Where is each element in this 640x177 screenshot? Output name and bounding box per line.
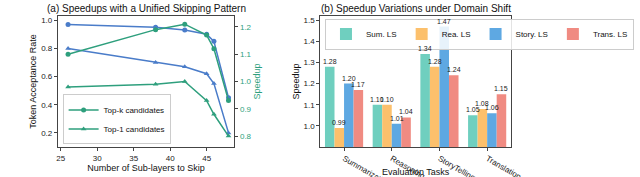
svg-text:0.4: 0.4: [41, 101, 53, 110]
svg-text:1.05: 1.05: [466, 106, 480, 113]
svg-text:1.5: 1.5: [303, 16, 315, 25]
svg-text:1.4: 1.4: [303, 37, 315, 46]
svg-text:1.24: 1.24: [447, 66, 461, 73]
svg-text:StoryTelling: StoryTelling: [436, 154, 476, 177]
svg-text:1.06: 1.06: [485, 104, 499, 111]
svg-text:0.8: 0.8: [41, 44, 53, 53]
svg-text:Summarization: Summarization: [341, 154, 392, 177]
svg-text:Reasoning: Reasoning: [389, 154, 427, 177]
svg-text:Token Acceptance Rate: Token Acceptance Rate: [28, 34, 38, 129]
svg-text:1.10: 1.10: [380, 96, 394, 103]
svg-text:40: 40: [166, 154, 175, 163]
svg-text:25: 25: [56, 154, 65, 163]
svg-text:0.6: 0.6: [41, 72, 53, 81]
svg-text:(b) Speedup Variations under D: (b) Speedup Variations under Domain Shif…: [321, 3, 511, 14]
svg-text:35: 35: [129, 154, 138, 163]
svg-text:(a) Speedups with a Unified Sk: (a) Speedups with a Unified Skipping Pat…: [47, 3, 246, 14]
svg-text:1.15: 1.15: [494, 85, 508, 92]
svg-text:1.17: 1.17: [351, 81, 365, 88]
svg-text:Speedup: Speedup: [291, 63, 301, 99]
svg-text:1.04: 1.04: [399, 108, 413, 115]
svg-text:1.20: 1.20: [342, 75, 356, 82]
svg-text:Number of Sub-layers to Skip: Number of Sub-layers to Skip: [87, 163, 205, 173]
svg-text:1.1: 1.1: [303, 101, 315, 110]
svg-text:0.2: 0.2: [41, 129, 53, 138]
svg-text:Translation: Translation: [484, 154, 523, 177]
svg-text:45: 45: [202, 154, 211, 163]
svg-text:1.3: 1.3: [303, 58, 315, 67]
svg-text:1.34: 1.34: [418, 45, 432, 52]
svg-text:1.2: 1.2: [240, 23, 252, 32]
svg-text:30: 30: [93, 154, 102, 163]
svg-text:Top-k candidates: Top-k candidates: [104, 106, 164, 115]
svg-text:Rea. LS: Rea. LS: [442, 30, 471, 39]
svg-text:0.8: 0.8: [240, 132, 252, 141]
svg-text:Story. LS: Story. LS: [516, 30, 548, 39]
svg-text:1.1: 1.1: [240, 50, 252, 59]
svg-text:Speedup: Speedup: [252, 63, 262, 99]
svg-text:Trans. LS: Trans. LS: [593, 30, 627, 39]
svg-text:1.28: 1.28: [428, 58, 442, 65]
svg-text:1.01: 1.01: [390, 115, 404, 122]
svg-text:Sum. LS: Sum. LS: [366, 30, 397, 39]
svg-text:1.47: 1.47: [437, 18, 451, 25]
svg-text:0.9: 0.9: [240, 105, 252, 114]
svg-text:1.08: 1.08: [475, 100, 489, 107]
svg-text:Evaluation Tasks: Evaluation Tasks: [382, 167, 450, 177]
svg-text:1.10: 1.10: [370, 96, 384, 103]
svg-text:1.0: 1.0: [240, 77, 252, 86]
svg-text:1.28: 1.28: [323, 58, 337, 65]
svg-text:1.0: 1.0: [303, 122, 315, 131]
svg-text:1.0: 1.0: [41, 16, 53, 25]
svg-text:1.2: 1.2: [303, 79, 315, 88]
svg-text:Top-1 candidates: Top-1 candidates: [104, 125, 165, 134]
svg-text:0.99: 0.99: [332, 119, 346, 126]
